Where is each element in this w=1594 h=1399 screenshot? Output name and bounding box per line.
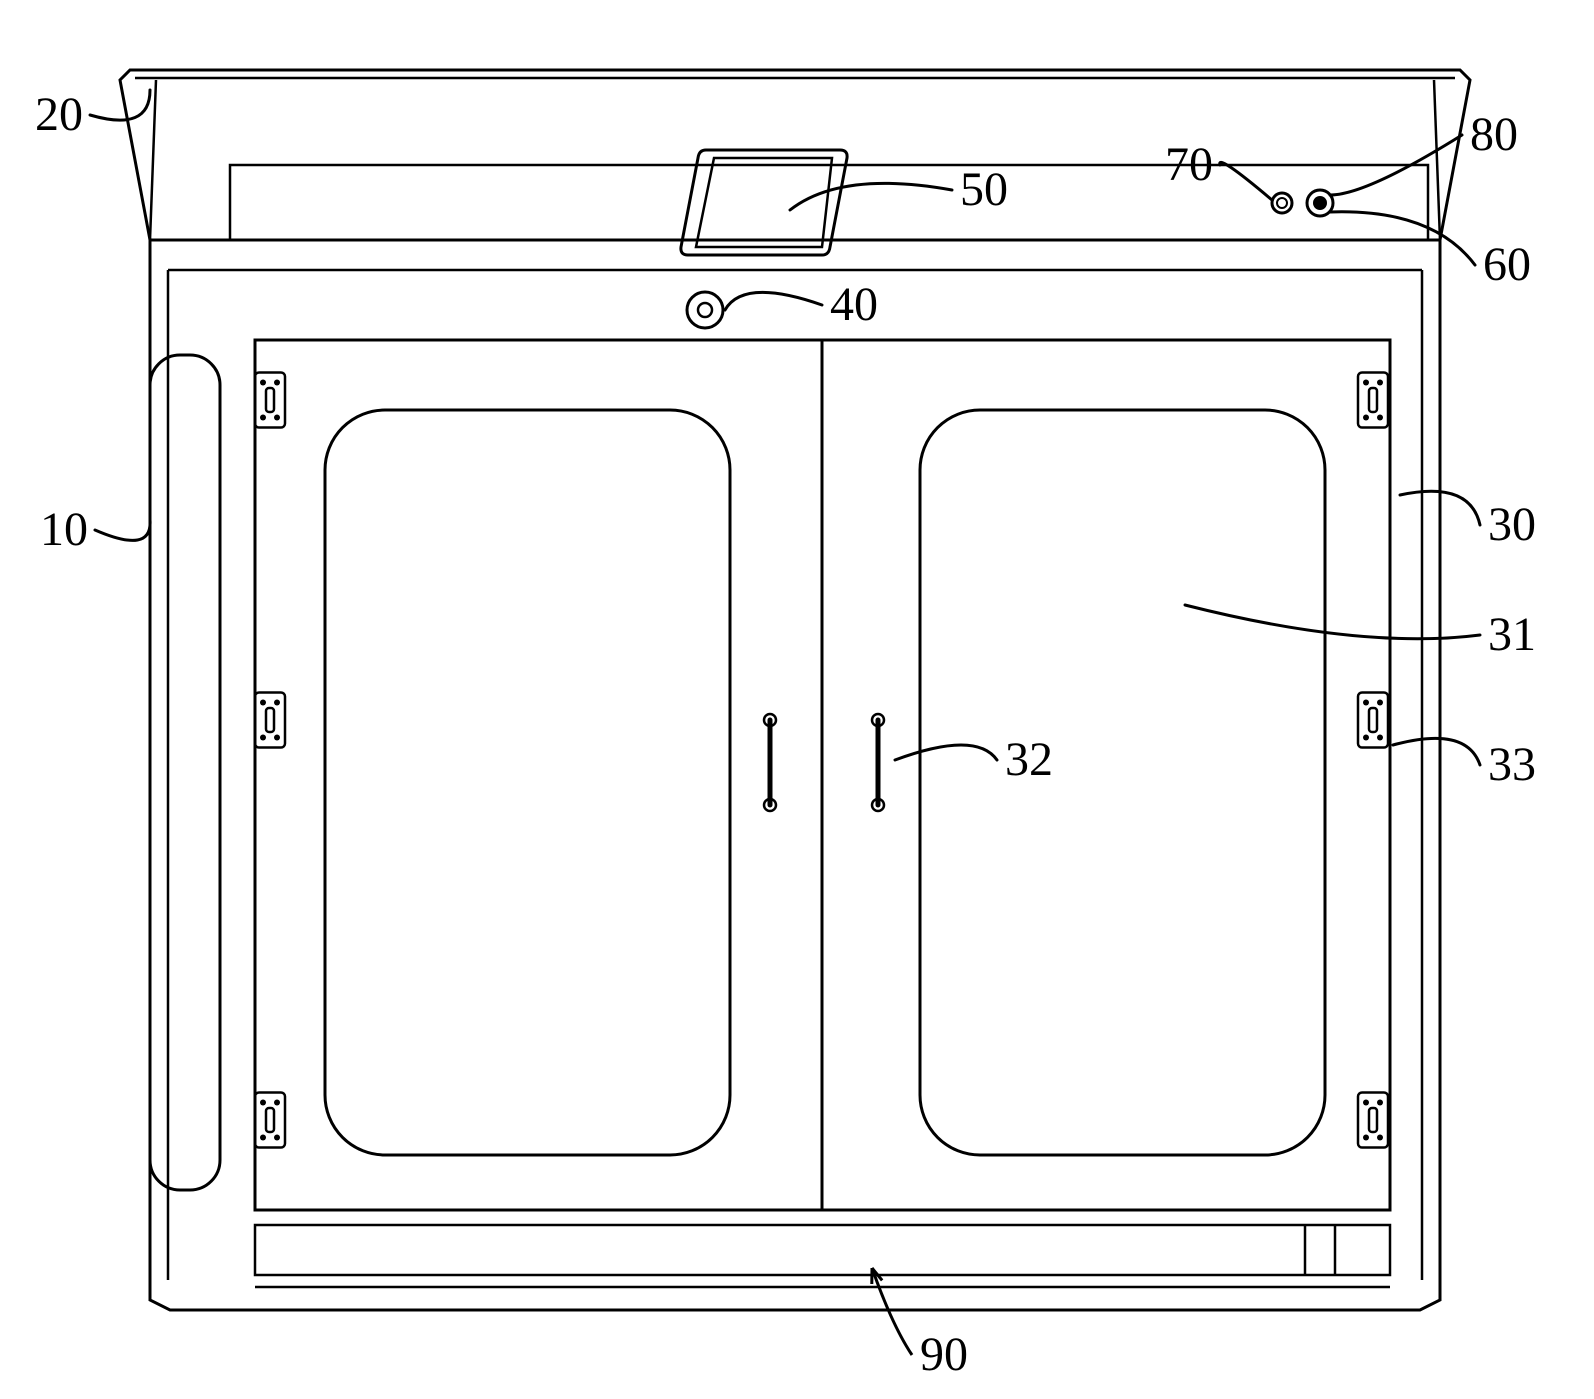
label-30: 30	[1400, 491, 1536, 551]
label-40: 40	[725, 278, 878, 331]
label-33: 33	[1393, 738, 1536, 791]
label-50: 50	[790, 163, 1008, 216]
hinge	[255, 373, 285, 428]
camera-lens	[698, 303, 712, 317]
label-text-40: 40	[830, 278, 878, 331]
label-70: 70	[1165, 138, 1272, 200]
label-text-50: 50	[960, 163, 1008, 216]
button-70[interactable]	[1272, 193, 1292, 213]
label-10: 10	[40, 503, 150, 556]
door-window-right	[920, 410, 1325, 1155]
hinge	[1358, 1093, 1388, 1148]
patent-figure: 20 10 50 70 80 60 40 30 31 32 33 90	[0, 0, 1594, 1399]
label-text-20: 20	[35, 88, 83, 141]
label-text-80: 80	[1470, 108, 1518, 161]
camera-sensor	[687, 292, 723, 328]
label-text-33: 33	[1488, 738, 1536, 791]
leader-32	[895, 745, 997, 760]
leader-70	[1220, 162, 1272, 200]
door-window-left	[325, 410, 730, 1155]
button-70-inner	[1277, 198, 1287, 208]
door-handle-right[interactable]	[872, 714, 884, 811]
leader-40	[725, 292, 822, 310]
label-text-32: 32	[1005, 733, 1053, 786]
label-80: 80	[1330, 108, 1518, 195]
label-text-10: 10	[40, 503, 88, 556]
top-cap-left-corner	[150, 80, 156, 240]
body-outline	[150, 240, 1440, 1310]
hinge	[1358, 373, 1388, 428]
hinge	[255, 693, 285, 748]
label-text-30: 30	[1488, 498, 1536, 551]
top-cap-right-corner	[1434, 80, 1440, 240]
side-panel-left	[150, 355, 220, 1190]
label-90: 90	[872, 1268, 968, 1381]
top-cap-outline	[120, 70, 1470, 240]
label-text-60: 60	[1483, 238, 1531, 291]
display-screen-bezel	[696, 158, 832, 247]
label-text-31: 31	[1488, 608, 1536, 661]
hinge	[255, 1093, 285, 1148]
label-20: 20	[35, 88, 150, 141]
hinge	[1358, 693, 1388, 748]
label-text-90: 90	[920, 1328, 968, 1381]
label-60: 60	[1330, 212, 1531, 291]
door-handle-left[interactable]	[764, 714, 776, 811]
leader-10	[95, 520, 150, 540]
leader-60	[1330, 212, 1475, 265]
button-60-inner	[1313, 196, 1327, 210]
leader-31	[1185, 605, 1480, 639]
bottom-drawer	[255, 1225, 1390, 1275]
leader-20	[90, 90, 150, 120]
leader-33	[1393, 738, 1480, 765]
leader-50	[790, 183, 952, 210]
label-text-70: 70	[1165, 138, 1213, 191]
label-31: 31	[1185, 605, 1536, 661]
